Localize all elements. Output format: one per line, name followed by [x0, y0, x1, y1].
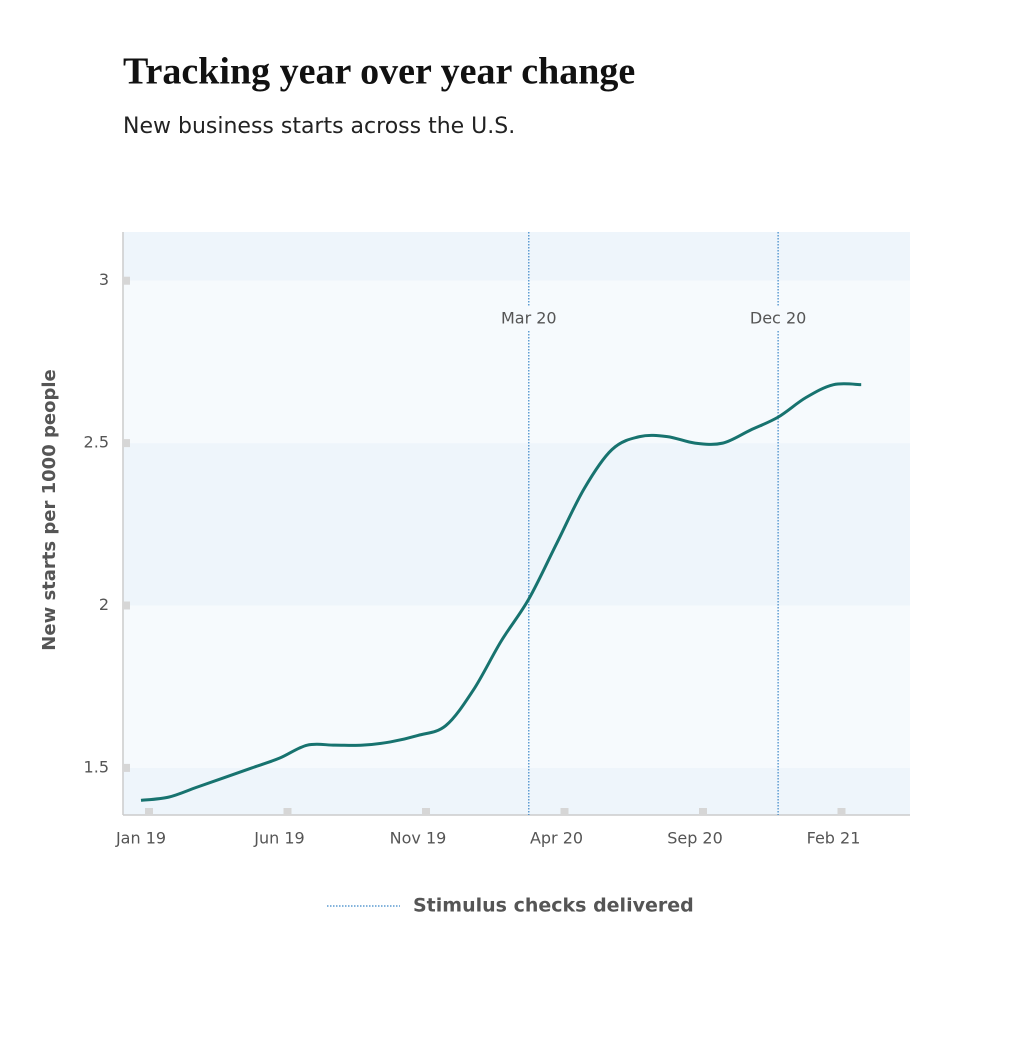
x-tick — [560, 808, 569, 815]
y-tick-label: 3 — [99, 270, 109, 289]
x-tick-label: Apr 20 — [530, 829, 583, 848]
x-tick-label: Jan 19 — [115, 829, 166, 848]
band — [123, 232, 910, 281]
y-tick-label: 2 — [99, 595, 109, 614]
annotation-label-bg — [742, 306, 815, 330]
x-tick-label: Jun 19 — [253, 829, 304, 848]
x-tick-label: Nov 19 — [390, 829, 447, 848]
y-tick — [123, 439, 130, 448]
chart-title: Tracking year over year change — [123, 51, 635, 93]
chart-subtitle: New business starts across the U.S. — [123, 114, 515, 139]
y-axis-label: New starts per 1000 people — [39, 369, 60, 650]
y-tick-label: 2.5 — [84, 433, 109, 452]
x-tick-label: Sep 20 — [667, 829, 723, 848]
x-tick — [422, 808, 430, 815]
x-tick-label: Feb 21 — [807, 829, 861, 848]
annotation-label: Dec 20 — [750, 309, 806, 328]
band — [123, 605, 910, 768]
y-tick — [123, 763, 130, 772]
line — [140, 382, 862, 802]
y-tick — [123, 276, 130, 285]
band — [123, 443, 910, 606]
x-tick — [283, 808, 292, 815]
x-tick — [837, 808, 846, 815]
legend-label: Stimulus checks delivered — [413, 895, 694, 917]
band — [123, 280, 910, 444]
x-tick — [699, 808, 707, 815]
band — [123, 767, 910, 815]
y-tick — [123, 601, 130, 610]
x-tick — [145, 808, 153, 815]
annotation-label: Mar 20 — [501, 309, 557, 328]
annotation-label-bg — [492, 306, 565, 330]
y-tick-label: 1.5 — [84, 757, 109, 776]
